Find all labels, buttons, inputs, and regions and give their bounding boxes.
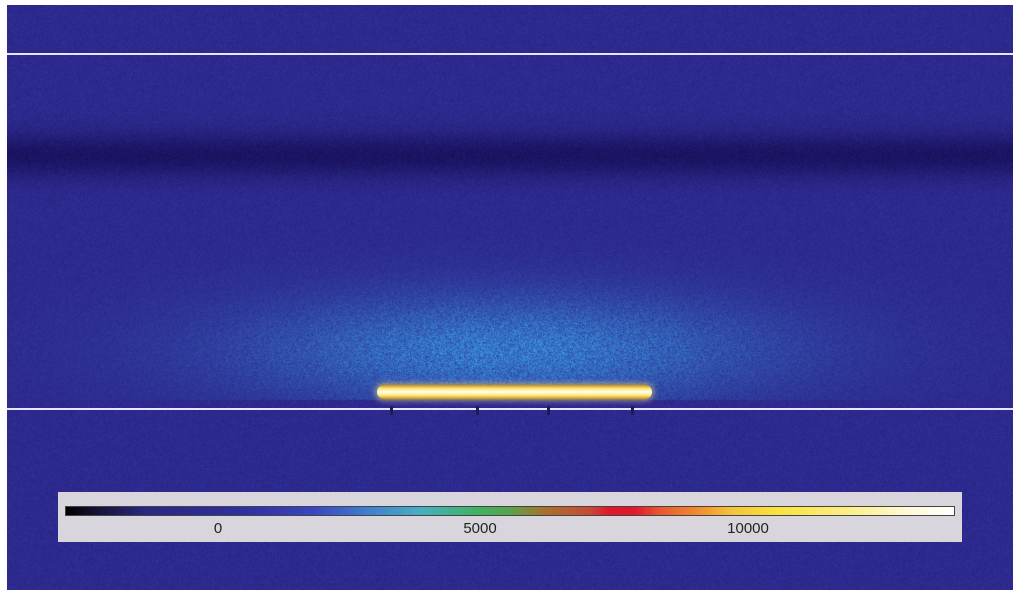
colorbar-gradient bbox=[65, 506, 955, 516]
bright-emission-band bbox=[377, 385, 652, 399]
intensity-image: 0 5000 10000 bbox=[7, 5, 1013, 590]
upper-boundary-line bbox=[7, 53, 1013, 55]
colorbar-label-5000: 5000 bbox=[463, 520, 497, 537]
colorbar-panel: 0 5000 10000 bbox=[58, 492, 962, 542]
tick-mark bbox=[631, 406, 634, 415]
colorbar-label-0: 0 bbox=[213, 520, 223, 537]
tick-mark bbox=[390, 406, 393, 415]
colorbar-label-10000: 10000 bbox=[727, 520, 769, 537]
lower-boundary-line bbox=[7, 408, 1013, 410]
tick-mark bbox=[476, 406, 479, 415]
tick-mark bbox=[547, 406, 550, 415]
